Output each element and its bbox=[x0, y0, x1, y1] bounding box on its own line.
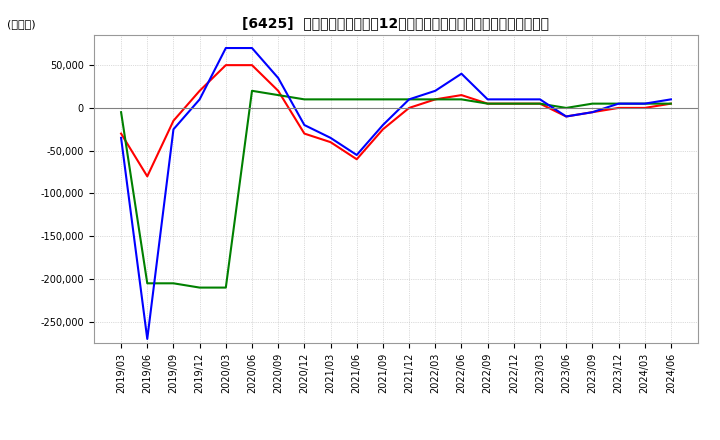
営業CF bbox=[510, 101, 518, 106]
フリーCF bbox=[405, 97, 413, 102]
投資CF bbox=[483, 101, 492, 106]
投資CF bbox=[143, 281, 152, 286]
営業CF bbox=[222, 62, 230, 68]
営業CF bbox=[274, 88, 282, 93]
Line: フリーCF: フリーCF bbox=[121, 48, 671, 339]
営業CF bbox=[431, 97, 440, 102]
フリーCF bbox=[379, 122, 387, 128]
フリーCF bbox=[143, 336, 152, 341]
投資CF bbox=[588, 101, 597, 106]
投資CF bbox=[222, 285, 230, 290]
Line: 営業CF: 営業CF bbox=[121, 65, 671, 176]
フリーCF bbox=[169, 127, 178, 132]
営業CF bbox=[640, 105, 649, 110]
Y-axis label: (百万円): (百万円) bbox=[6, 19, 35, 29]
フリーCF bbox=[614, 101, 623, 106]
営業CF bbox=[536, 101, 544, 106]
投資CF bbox=[405, 97, 413, 102]
投資CF bbox=[274, 92, 282, 98]
営業CF bbox=[667, 101, 675, 106]
フリーCF bbox=[117, 135, 125, 140]
営業CF bbox=[326, 139, 335, 145]
投資CF bbox=[300, 97, 309, 102]
フリーCF bbox=[457, 71, 466, 76]
フリーCF bbox=[352, 152, 361, 158]
フリーCF bbox=[222, 45, 230, 51]
Title: [6425]  キャッシュフローの12か月移動合計の対前年同期増減額の推移: [6425] キャッシュフローの12か月移動合計の対前年同期増減額の推移 bbox=[243, 16, 549, 30]
投資CF bbox=[195, 285, 204, 290]
投資CF bbox=[667, 101, 675, 106]
フリーCF bbox=[274, 75, 282, 81]
投資CF bbox=[431, 97, 440, 102]
フリーCF bbox=[326, 135, 335, 140]
フリーCF bbox=[640, 101, 649, 106]
営業CF bbox=[300, 131, 309, 136]
投資CF bbox=[562, 105, 570, 110]
営業CF bbox=[457, 92, 466, 98]
営業CF bbox=[405, 105, 413, 110]
フリーCF bbox=[588, 110, 597, 115]
投資CF bbox=[640, 101, 649, 106]
営業CF bbox=[248, 62, 256, 68]
投資CF bbox=[326, 97, 335, 102]
フリーCF bbox=[300, 122, 309, 128]
フリーCF bbox=[195, 97, 204, 102]
フリーCF bbox=[562, 114, 570, 119]
投資CF bbox=[614, 101, 623, 106]
営業CF bbox=[562, 114, 570, 119]
Line: 投資CF: 投資CF bbox=[121, 91, 671, 288]
営業CF bbox=[195, 88, 204, 93]
営業CF bbox=[143, 174, 152, 179]
フリーCF bbox=[483, 97, 492, 102]
投資CF bbox=[457, 97, 466, 102]
営業CF bbox=[352, 157, 361, 162]
投資CF bbox=[379, 97, 387, 102]
投資CF bbox=[169, 281, 178, 286]
営業CF bbox=[169, 118, 178, 123]
フリーCF bbox=[510, 97, 518, 102]
営業CF bbox=[379, 127, 387, 132]
営業CF bbox=[117, 131, 125, 136]
投資CF bbox=[117, 110, 125, 115]
投資CF bbox=[536, 101, 544, 106]
営業CF bbox=[483, 101, 492, 106]
フリーCF bbox=[667, 97, 675, 102]
投資CF bbox=[510, 101, 518, 106]
フリーCF bbox=[248, 45, 256, 51]
営業CF bbox=[614, 105, 623, 110]
フリーCF bbox=[536, 97, 544, 102]
営業CF bbox=[588, 110, 597, 115]
フリーCF bbox=[431, 88, 440, 93]
投資CF bbox=[352, 97, 361, 102]
投資CF bbox=[248, 88, 256, 93]
